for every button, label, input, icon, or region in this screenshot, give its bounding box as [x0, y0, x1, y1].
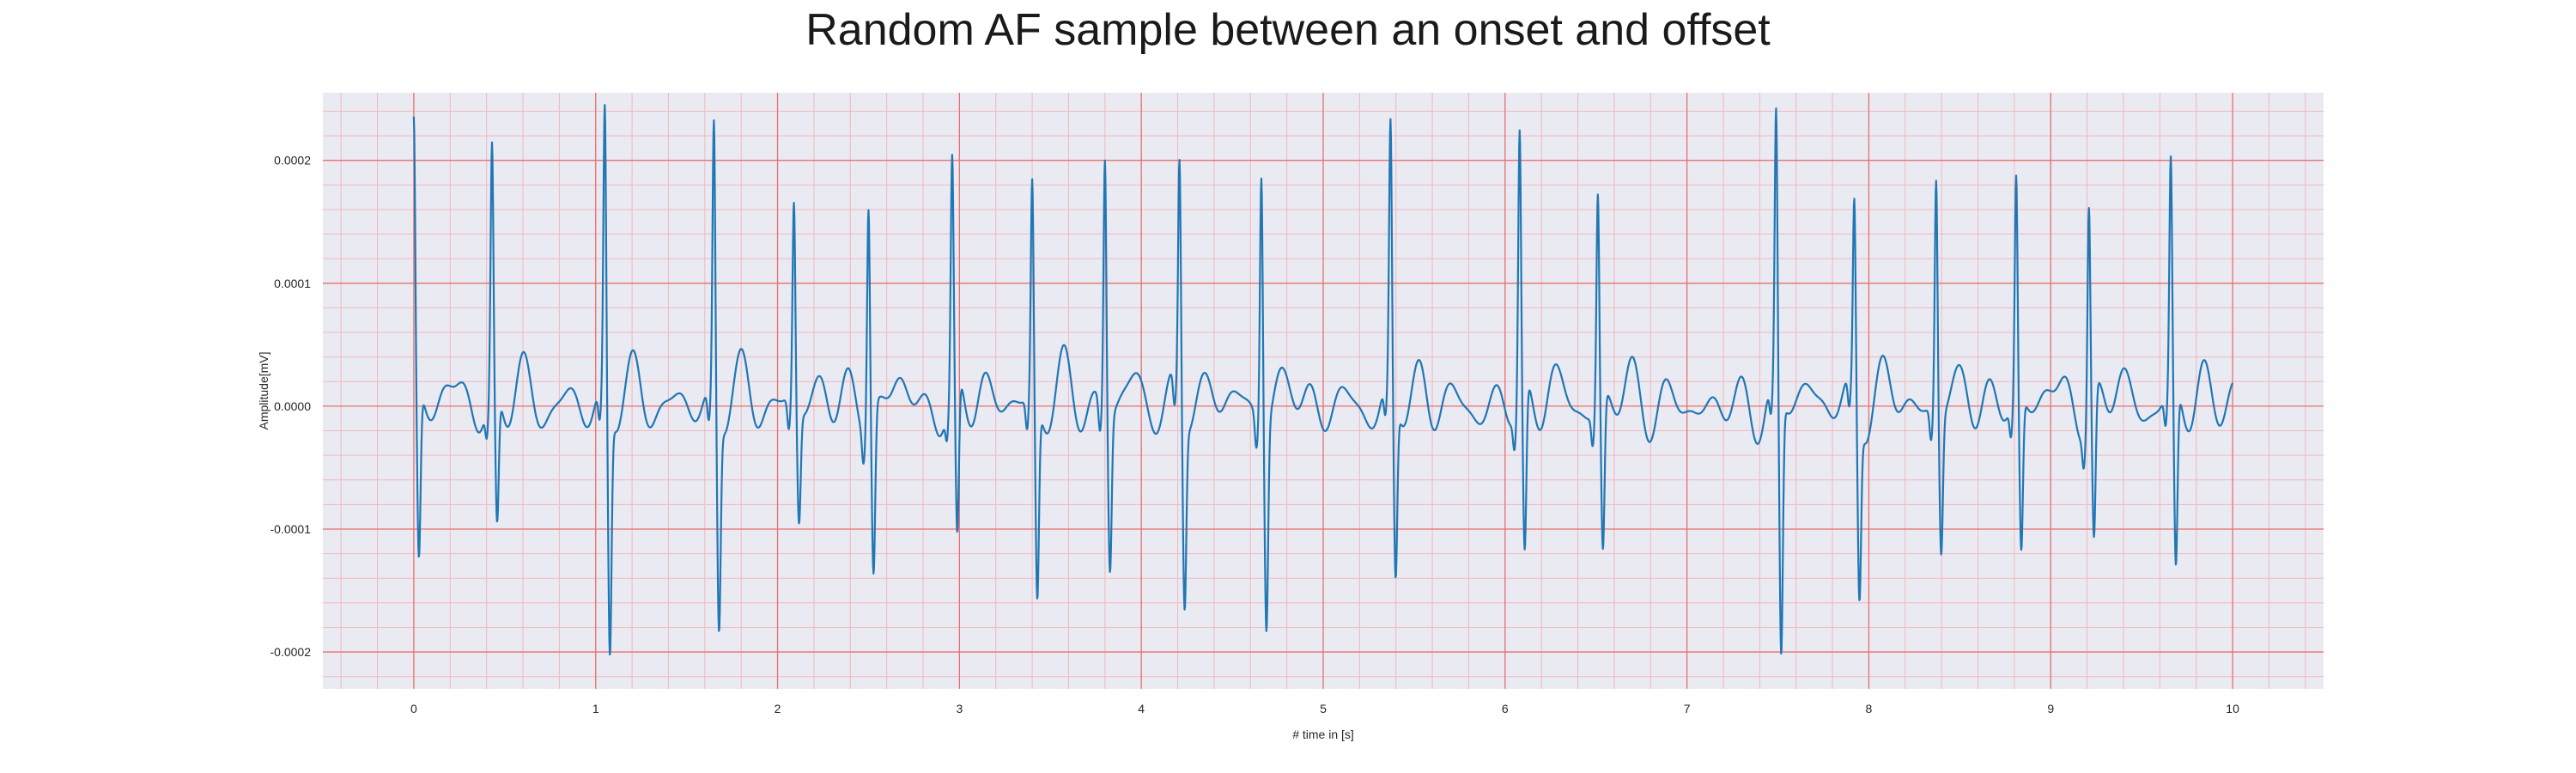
x-tick-label: 8	[1866, 702, 1873, 715]
x-tick-label: 1	[592, 702, 599, 715]
x-tick-label: 9	[2047, 702, 2054, 715]
x-tick-label: 4	[1138, 702, 1145, 715]
x-tick-label: 10	[2226, 702, 2239, 715]
y-tick-label: -0.0001	[270, 522, 312, 536]
x-tick-label: 2	[775, 702, 781, 715]
x-tick-label: 5	[1320, 702, 1327, 715]
x-tick-label: 0	[410, 702, 417, 715]
y-tick-label: -0.0002	[270, 645, 312, 659]
x-axis-label: # time in [s]	[1292, 727, 1354, 741]
ecg-signal-line	[412, 104, 2234, 656]
y-tick-label: 0.0000	[274, 399, 311, 413]
major-grid	[323, 93, 2324, 689]
y-tick-label: 0.0002	[274, 154, 311, 167]
y-axis-label: Amplitude[mV]	[257, 351, 270, 429]
y-axis-ticks: 0.0002 0.0001 0.0000 -0.0001 -0.0002	[270, 154, 312, 659]
x-tick-label: 3	[956, 702, 963, 715]
chart-title: Random AF sample between an onset and of…	[805, 5, 1771, 55]
x-tick-label: 7	[1684, 702, 1691, 715]
x-axis-ticks: 0 1 2 3 4 5 6 7 8 9 10	[410, 702, 2239, 715]
y-tick-label: 0.0001	[274, 277, 311, 290]
x-tick-label: 6	[1502, 702, 1509, 715]
